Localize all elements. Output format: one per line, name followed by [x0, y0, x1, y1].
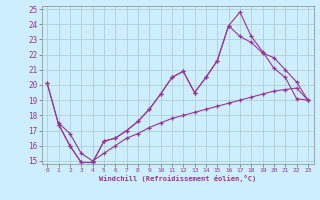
- X-axis label: Windchill (Refroidissement éolien,°C): Windchill (Refroidissement éolien,°C): [99, 175, 256, 182]
